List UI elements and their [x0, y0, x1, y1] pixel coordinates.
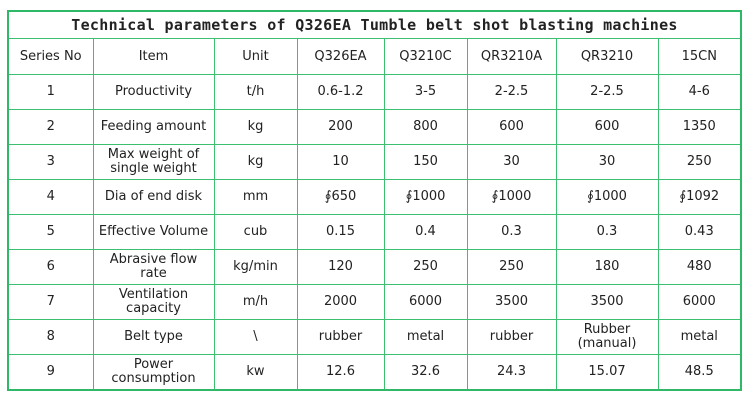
- table-cell: 120: [296, 249, 385, 285]
- table-row: 2 Feeding amount kg 200 800 600 600 1350: [7, 109, 742, 145]
- table-cell: kg: [213, 109, 298, 145]
- table-cell: 12.6: [296, 354, 385, 391]
- table-cell: kw: [213, 354, 298, 391]
- table-cell: 600: [555, 109, 659, 145]
- table-cell: 2: [7, 109, 94, 145]
- table-cell: 250: [383, 249, 468, 285]
- table-cell: 6000: [657, 284, 742, 320]
- table-cell: 0.43: [657, 214, 742, 250]
- table-cell: 15.07: [555, 354, 659, 391]
- table-cell: 3500: [555, 284, 659, 320]
- table-cell: Dia of end disk: [92, 179, 215, 215]
- column-header: Unit: [213, 38, 298, 75]
- column-header: Item: [92, 38, 215, 75]
- table-cell: 6000: [383, 284, 468, 320]
- table-cell: 2000: [296, 284, 385, 320]
- table-row: 9 Power consumption kw 12.6 32.6 24.3 15.07 48.…: [7, 354, 742, 391]
- table-cell: 600: [466, 109, 557, 145]
- table-cell: rubber: [466, 319, 557, 355]
- table-cell: 200: [296, 109, 385, 145]
- table-cell: 24.3: [466, 354, 557, 391]
- column-header: Q3210C: [383, 38, 468, 75]
- table-cell: 0.3: [466, 214, 557, 250]
- table-cell: 2-2.5: [555, 74, 659, 110]
- table-cell: 250: [657, 144, 742, 180]
- table-row: 6 Abrasive flow rate kg/min 120 250 250 180 480: [7, 249, 742, 285]
- table-cell: metal: [657, 319, 742, 355]
- table-cell: 4: [7, 179, 94, 215]
- table-cell: mm: [213, 179, 298, 215]
- table-cell: 30: [555, 144, 659, 180]
- table-cell: 0.6-1.2: [296, 74, 385, 110]
- table-cell: Abrasive flow rate: [92, 249, 215, 285]
- table-cell: 2-2.5: [466, 74, 557, 110]
- table-cell: kg/min: [213, 249, 298, 285]
- table-row: 8 Belt type \ rubber metal rubber Rubber (manu…: [7, 319, 742, 355]
- table-cell: Ventilation capacity: [92, 284, 215, 320]
- table-row: 5 Effective Volume cub 0.15 0.4 0.3 0.3 0.43: [7, 214, 742, 250]
- parameters-table: Technical parameters of Q326EA Tumble be…: [7, 10, 742, 391]
- table-cell: 10: [296, 144, 385, 180]
- table-cell: 7: [7, 284, 94, 320]
- table-cell: Effective Volume: [92, 214, 215, 250]
- table-cell: 800: [383, 109, 468, 145]
- table-cell: cub: [213, 214, 298, 250]
- table-cell: 48.5: [657, 354, 742, 391]
- table-cell: ∮1000: [555, 179, 659, 215]
- table-cell: Rubber (manual): [555, 319, 659, 355]
- table-cell: Belt type: [92, 319, 215, 355]
- column-header: QR3210: [555, 38, 659, 75]
- table-row: 1 Productivity t/h 0.6-1.2 3-5 2-2.5 2-2.5 4-6: [7, 74, 742, 110]
- table-cell: 0.3: [555, 214, 659, 250]
- table-cell: 30: [466, 144, 557, 180]
- table-cell: ∮1092: [657, 179, 742, 215]
- table-cell: 9: [7, 354, 94, 391]
- column-header: 15CN: [657, 38, 742, 75]
- column-header: QR3210A: [466, 38, 557, 75]
- table-cell: ∮1000: [383, 179, 468, 215]
- table-cell: 480: [657, 249, 742, 285]
- table-row: 4 Dia of end disk mm ∮650 ∮1000 ∮1000 ∮1000 ∮10…: [7, 179, 742, 215]
- table-cell: 3-5: [383, 74, 468, 110]
- table-cell: ∮650: [296, 179, 385, 215]
- table-cell: 0.4: [383, 214, 468, 250]
- table-cell: ∮1000: [466, 179, 557, 215]
- table-row: 7 Ventilation capacity m/h 2000 6000 3500 3500…: [7, 284, 742, 320]
- header-row: Series No Item Unit Q326EA Q3210C QR3210A QR32…: [7, 38, 742, 75]
- table-cell: t/h: [213, 74, 298, 110]
- table-cell: 8: [7, 319, 94, 355]
- table-row: 3 Max weight of single weight kg 10 150 30 30 2…: [7, 144, 742, 180]
- table-cell: 6: [7, 249, 94, 285]
- table-cell: metal: [383, 319, 468, 355]
- table-cell: 0.15: [296, 214, 385, 250]
- table-cell: Productivity: [92, 74, 215, 110]
- table-cell: 250: [466, 249, 557, 285]
- table-cell: 4-6: [657, 74, 742, 110]
- table-cell: \: [213, 319, 298, 355]
- table-cell: 5: [7, 214, 94, 250]
- table-cell: 3500: [466, 284, 557, 320]
- table-cell: 180: [555, 249, 659, 285]
- table-cell: 3: [7, 144, 94, 180]
- table-cell: 150: [383, 144, 468, 180]
- table-cell: 32.6: [383, 354, 468, 391]
- table-cell: Feeding amount: [92, 109, 215, 145]
- column-header: Series No: [7, 38, 94, 75]
- table-cell: kg: [213, 144, 298, 180]
- table-cell: 1350: [657, 109, 742, 145]
- table-cell: Max weight of single weight: [92, 144, 215, 180]
- table-cell: Power consumption: [92, 354, 215, 391]
- table-cell: m/h: [213, 284, 298, 320]
- column-header: Q326EA: [296, 38, 385, 75]
- table-cell: 1: [7, 74, 94, 110]
- table-title: Technical parameters of Q326EA Tumble be…: [7, 10, 742, 39]
- table-cell: rubber: [296, 319, 385, 355]
